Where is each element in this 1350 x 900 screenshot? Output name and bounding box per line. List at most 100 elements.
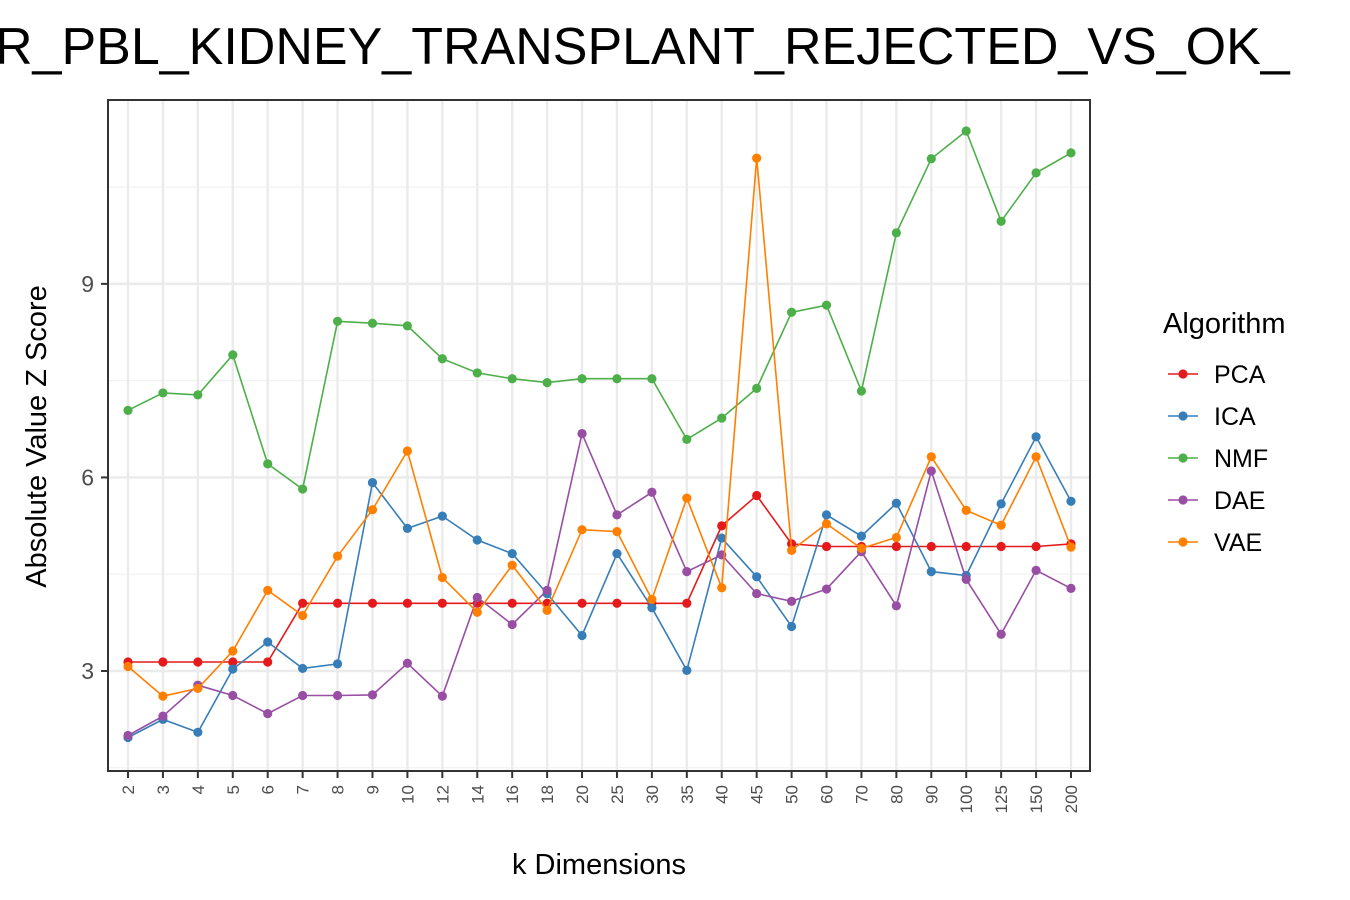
data-point <box>402 446 413 456</box>
data-point <box>682 665 692 675</box>
data-point <box>647 487 657 497</box>
data-point <box>856 386 867 396</box>
data-point <box>1031 541 1041 552</box>
data-point <box>542 377 552 388</box>
data-point <box>472 607 482 617</box>
data-point <box>577 374 587 384</box>
legend-label: NMF <box>1214 445 1268 473</box>
data-point <box>437 511 447 521</box>
legend-item-vae: VAE <box>1168 529 1262 557</box>
data-point <box>158 657 168 667</box>
data-point <box>298 484 308 494</box>
data-point <box>193 657 203 667</box>
data-point <box>577 598 587 608</box>
data-point <box>332 316 343 326</box>
data-point <box>332 551 343 561</box>
data-point <box>612 510 622 520</box>
data-point <box>682 567 692 577</box>
x-tick-label: 70 <box>852 785 871 804</box>
data-point <box>1031 565 1041 575</box>
data-point <box>437 354 447 364</box>
x-tick-label: 9 <box>363 785 382 794</box>
data-point <box>752 490 762 501</box>
data-point <box>996 541 1006 552</box>
series-lines <box>123 126 1076 743</box>
series-ica <box>123 432 1076 743</box>
legend-item-nmf: NMF <box>1168 445 1268 473</box>
data-point <box>332 659 343 669</box>
data-point <box>263 657 273 667</box>
y-axis-title: Absolute Value Z Score <box>21 285 53 588</box>
data-point <box>228 350 238 360</box>
data-point <box>158 388 168 398</box>
x-tick-label: 3 <box>154 785 173 794</box>
legend-key-point <box>1178 369 1188 379</box>
legend-key-point <box>1178 537 1188 547</box>
data-point <box>647 594 657 604</box>
data-point <box>298 663 308 674</box>
data-point <box>472 592 482 603</box>
x-tick-label: 8 <box>329 785 348 794</box>
data-point <box>961 574 971 584</box>
data-point <box>682 434 692 444</box>
y-tick-label: 6 <box>81 464 94 490</box>
x-tick-label: 200 <box>1062 785 1081 813</box>
data-point <box>367 690 378 700</box>
data-point <box>717 533 727 543</box>
data-point <box>437 691 447 701</box>
data-point <box>717 521 727 531</box>
data-point <box>926 466 936 476</box>
data-point <box>891 228 901 238</box>
legend-label: PCA <box>1214 361 1266 389</box>
data-point <box>961 505 971 515</box>
series-nmf <box>123 126 1076 494</box>
x-tick-label: 90 <box>922 785 941 804</box>
data-point <box>891 601 901 611</box>
legend-item-dae: DAE <box>1168 487 1265 515</box>
data-point <box>472 535 482 545</box>
data-point <box>507 598 517 608</box>
data-point <box>821 519 832 529</box>
data-point <box>926 452 936 462</box>
data-point <box>786 545 797 555</box>
data-point <box>1031 452 1041 462</box>
x-tick-label: 50 <box>783 785 802 804</box>
legend-item-ica: ICA <box>1168 403 1256 431</box>
data-point <box>752 572 762 582</box>
data-point <box>1066 542 1076 552</box>
x-tick-label: 14 <box>468 785 487 804</box>
x-tick-label: 20 <box>573 785 592 804</box>
x-tick-label: 2 <box>119 785 138 794</box>
data-point <box>193 683 203 694</box>
data-point <box>193 727 203 737</box>
data-point <box>821 541 832 552</box>
data-point <box>472 368 482 378</box>
data-point <box>717 413 727 423</box>
data-point <box>891 541 901 552</box>
y-tick-label: 9 <box>81 271 94 297</box>
data-point <box>123 730 133 741</box>
data-point <box>193 390 203 400</box>
data-point <box>647 603 657 613</box>
data-point <box>298 598 308 608</box>
data-point <box>1066 148 1076 158</box>
data-point <box>786 596 797 606</box>
data-point <box>298 610 308 621</box>
data-point <box>682 598 692 608</box>
data-point <box>332 598 343 608</box>
series-line-dae <box>127 431 1072 737</box>
data-point <box>298 690 308 701</box>
data-point <box>437 598 447 608</box>
data-point <box>1066 583 1076 594</box>
data-point <box>996 520 1006 530</box>
legend-label: ICA <box>1214 403 1256 431</box>
x-tick-label: 16 <box>503 785 522 804</box>
x-tick-label: 4 <box>189 785 208 794</box>
x-tick-label: 7 <box>294 785 313 794</box>
data-point <box>228 657 238 667</box>
x-tick-label: 45 <box>748 785 767 804</box>
data-point <box>1066 496 1076 506</box>
data-point <box>996 499 1006 509</box>
data-point <box>332 690 343 701</box>
